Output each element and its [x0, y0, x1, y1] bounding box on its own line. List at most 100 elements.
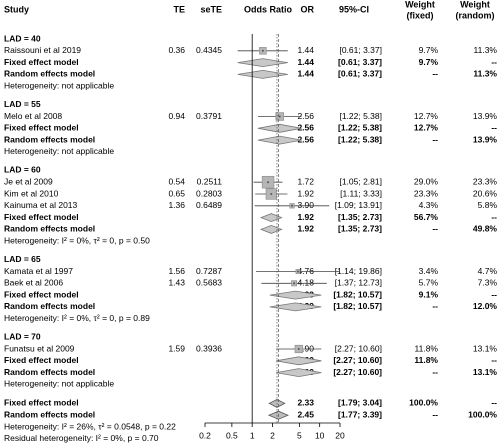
ci-label: [0.61; 3.37]	[339, 45, 382, 55]
header-te: TE	[173, 4, 185, 14]
pooled-diamond	[259, 213, 283, 223]
header-or: OR	[301, 4, 315, 14]
ci-label: [1.35; 2.73]	[338, 224, 382, 234]
weight-random-label: 12.0%	[473, 301, 498, 311]
ci-label: [0.61; 3.37]	[338, 57, 382, 67]
study-name: Melo et al 2008	[4, 111, 62, 121]
weight-random-label: 7.3%	[478, 278, 498, 288]
weight-random-label: --	[491, 123, 497, 133]
weight-fixed-label: 9.7%	[419, 45, 439, 55]
heterogeneity: Heterogeneity: I² = 0%, τ² = 0, p = 0.89	[4, 313, 150, 323]
header-weight-fixed: (fixed)	[407, 10, 434, 20]
subgroup-label: LAD = 55	[4, 99, 41, 109]
ci-label: [1.09; 13.91]	[335, 200, 382, 210]
weight-random-label: 23.3%	[473, 176, 498, 186]
subgroup-label: LAD = 65	[4, 254, 41, 264]
study-point	[296, 270, 299, 273]
study-name: Raissouni et al 2019	[4, 45, 81, 55]
sete-value: 0.4345	[196, 45, 222, 55]
or-label: 1.92	[297, 212, 314, 222]
or-label: 3.90	[297, 200, 314, 210]
te-value: 1.56	[168, 266, 185, 276]
x-tick-label: 2	[270, 430, 275, 440]
weight-fixed-label: --	[432, 134, 438, 144]
header-sete: seTE	[200, 4, 222, 14]
study-point	[278, 115, 281, 118]
ci-label: [2.27; 10.60]	[333, 367, 382, 377]
ci-label: [1.14; 19.86]	[335, 266, 382, 276]
weight-random-label: 20.6%	[473, 188, 498, 198]
ci-label: [1.22; 5.38]	[338, 134, 382, 144]
weight-fixed-label: 100.0%	[409, 398, 438, 408]
weight-random-label: --	[491, 289, 497, 299]
subgroup-label: LAD = 70	[4, 331, 41, 341]
pooled-diamond	[276, 368, 322, 378]
pooled-label: Fixed effect model	[4, 57, 79, 67]
heterogeneity: Heterogeneity: not applicable	[4, 146, 114, 156]
pooled-label: Random effects model	[4, 134, 95, 144]
weight-fixed-label: 9.1%	[419, 289, 439, 299]
study-point	[293, 282, 296, 285]
subgroup-label: LAD = 40	[4, 33, 41, 43]
study-name: Kamata et al 1997	[4, 266, 73, 276]
weight-random-label: 13.1%	[473, 367, 498, 377]
ci-label: [1.37; 12.73]	[335, 278, 382, 288]
header-weight-random: Weight	[460, 0, 490, 9]
pooled-diamond	[257, 123, 302, 133]
pooled-label: Random effects model	[4, 69, 95, 79]
or-label: 1.72	[297, 176, 314, 186]
ci-label: [0.61; 3.37]	[338, 69, 382, 79]
pooled-diamond	[276, 356, 322, 366]
pooled-label: Fixed effect model	[4, 212, 79, 222]
or-label: 2.56	[297, 111, 314, 121]
x-tick-label: 5	[297, 430, 302, 440]
weight-random-label: 13.9%	[473, 111, 498, 121]
ci-label: [1.82; 10.57]	[333, 289, 382, 299]
weight-fixed-label: 56.7%	[414, 212, 439, 222]
ci-label: [1.82; 10.57]	[333, 301, 382, 311]
or-label: 2.56	[297, 123, 314, 133]
sete-value: 0.3936	[196, 343, 222, 353]
weight-fixed-label: --	[432, 224, 438, 234]
or-label: 2.56	[297, 134, 314, 144]
ci-label: [1.22; 5.38]	[338, 123, 382, 133]
overall-fixed-label: Fixed effect model	[4, 398, 79, 408]
ci-label: [2.27; 10.60]	[335, 343, 382, 353]
subgroup-label: LAD = 60	[4, 165, 41, 175]
sete-value: 0.3791	[196, 111, 222, 121]
or-label: 2.33	[297, 398, 314, 408]
ci-label: [1.05; 2.81]	[339, 176, 382, 186]
ci-label: [1.22; 5.38]	[339, 111, 382, 121]
sete-value: 0.5683	[196, 278, 222, 288]
weight-fixed-label: --	[432, 367, 438, 377]
weight-fixed-label: --	[432, 409, 438, 419]
weight-fixed-label: 12.7%	[414, 111, 439, 121]
ci-label: [2.27; 10.60]	[333, 355, 382, 365]
weight-fixed-label: 11.8%	[414, 355, 438, 365]
ci-label: [1.79; 3.04]	[338, 398, 382, 408]
or-label: 4.76	[297, 266, 314, 276]
sete-value: 0.7287	[196, 266, 222, 276]
weight-fixed-label: 29.0%	[414, 176, 439, 186]
weight-fixed-label: 12.7%	[414, 123, 439, 133]
or-label: 1.44	[297, 45, 314, 55]
weight-random-label: 4.7%	[478, 266, 498, 276]
te-value: 0.54	[168, 176, 185, 186]
te-value: 1.36	[168, 200, 185, 210]
te-value: 0.65	[168, 188, 185, 198]
pooled-label: Random effects model	[4, 301, 95, 311]
study-name: Kainuma et al 2013	[4, 200, 78, 210]
weight-random-label: 100.0%	[468, 409, 497, 419]
ci-label: [1.35; 2.73]	[338, 212, 382, 222]
weight-random-label: 49.8%	[473, 224, 498, 234]
or-label: 1.44	[297, 57, 314, 67]
weight-fixed-label: 23.3%	[414, 188, 439, 198]
study-name: Kim et al 2010	[4, 188, 59, 198]
weight-fixed-label: 3.4%	[419, 266, 439, 276]
pooled-label: Fixed effect model	[4, 123, 79, 133]
te-value: 1.59	[168, 343, 185, 353]
sete-value: 0.2511	[197, 176, 223, 186]
sete-value: 0.6489	[196, 200, 222, 210]
weight-fixed-label: 4.3%	[419, 200, 439, 210]
